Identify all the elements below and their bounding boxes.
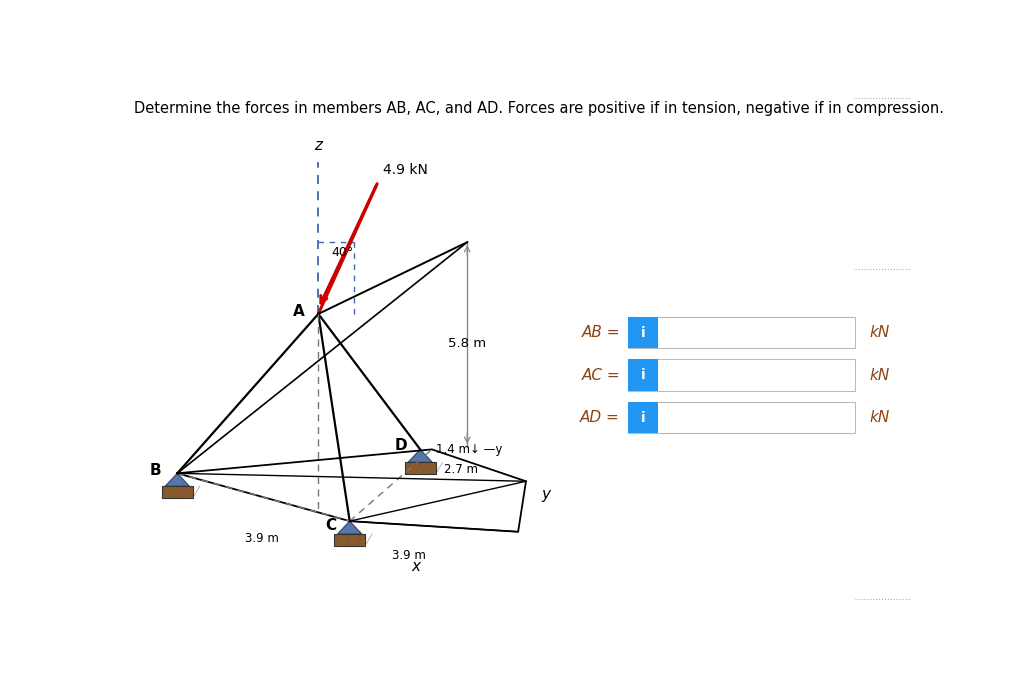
Text: i: i: [640, 411, 645, 424]
Text: C: C: [326, 518, 337, 533]
Polygon shape: [165, 473, 189, 486]
FancyBboxPatch shape: [628, 359, 855, 391]
Text: AD =: AD =: [580, 410, 620, 425]
FancyBboxPatch shape: [628, 317, 855, 348]
Text: i: i: [640, 326, 645, 339]
Text: z: z: [314, 138, 323, 153]
Text: Determine the forces in members AB, AC, and AD. Forces are positive if in tensio: Determine the forces in members AB, AC, …: [134, 101, 944, 117]
FancyBboxPatch shape: [628, 317, 657, 348]
Text: AC =: AC =: [581, 368, 620, 382]
FancyBboxPatch shape: [628, 402, 855, 433]
Text: AB =: AB =: [581, 325, 620, 340]
Text: kN: kN: [869, 410, 890, 425]
Text: kN: kN: [869, 368, 890, 382]
Text: 4.9 kN: 4.9 kN: [383, 164, 429, 177]
Text: 5.8 m: 5.8 m: [448, 337, 485, 350]
Text: x: x: [411, 559, 421, 574]
Text: 2.7 m: 2.7 m: [444, 462, 478, 475]
Text: i: i: [640, 368, 645, 382]
Text: kN: kN: [869, 325, 890, 340]
FancyBboxPatch shape: [404, 462, 436, 474]
Text: y: y: [541, 487, 550, 502]
Polygon shape: [338, 521, 362, 534]
Text: 1.4 m↓ —y: 1.4 m↓ —y: [436, 443, 502, 456]
Text: 3.9 m: 3.9 m: [245, 531, 279, 544]
Text: A: A: [293, 304, 305, 319]
FancyBboxPatch shape: [335, 534, 365, 546]
Text: 40°: 40°: [332, 246, 354, 259]
FancyBboxPatch shape: [162, 486, 193, 498]
FancyBboxPatch shape: [628, 402, 657, 433]
Text: 3.9 m: 3.9 m: [391, 549, 426, 562]
Text: D: D: [394, 437, 406, 453]
Text: B: B: [150, 463, 162, 478]
Polygon shape: [408, 449, 433, 462]
FancyBboxPatch shape: [628, 359, 657, 391]
